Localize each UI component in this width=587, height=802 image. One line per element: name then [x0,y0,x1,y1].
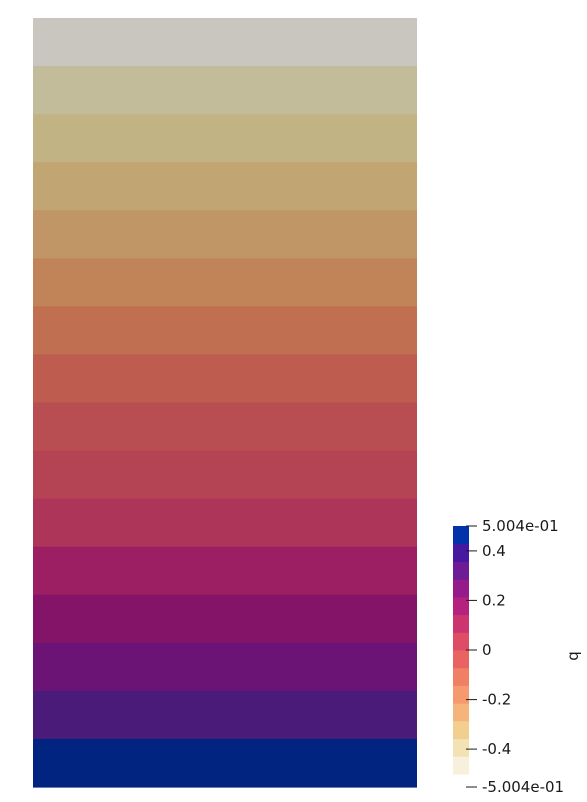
colorbar-swatch [453,614,469,633]
colorbar-swatch [453,526,469,545]
colorbar-swatch [453,632,469,651]
field-band [33,162,417,211]
field-band [33,66,417,115]
colorbar-swatch [453,667,469,686]
colorbar-tick-label: -0.2 [482,691,511,709]
colorbar-tick-label: 0.4 [482,542,506,560]
colorbar-swatch [453,650,469,669]
colorbar-swatch [453,685,469,704]
colorbar-swatch [453,543,469,562]
colorbar-swatch [453,720,469,740]
field-band [33,258,417,307]
field-band [33,546,417,596]
colorbar-swatch [453,579,469,598]
field-band [33,306,417,356]
colorbar-tick-label: -5.004e-01 [482,778,564,796]
colorbar-tick-label: -0.4 [482,740,511,758]
colorbar [453,526,469,775]
field-band [33,114,417,163]
field-band [33,354,417,404]
field-band [33,450,417,500]
field-band [33,642,417,692]
field-band [33,18,417,67]
colorbar-tick-label: 0.2 [482,591,506,609]
colorbar-swatch [453,561,469,580]
colorbar-title: q [564,651,582,661]
colorbar-tick-label: 5.004e-01 [482,517,559,535]
colorbar-tick-label: 0 [482,641,492,659]
field-band [33,210,417,259]
colorbar-ticks: 5.004e-01 0.4 0.2 0 -0.2 -0.4 -5.004e-01 [466,517,564,796]
field-band [33,690,417,740]
colorbar-swatch [453,596,469,616]
field-band [33,738,417,788]
field-bands [33,18,417,788]
field-band [33,402,417,452]
colorbar-swatch [453,756,469,775]
field-band [33,594,417,644]
field-band [33,498,417,548]
colorbar-swatch [453,703,469,722]
colorbar-swatch [453,738,469,757]
